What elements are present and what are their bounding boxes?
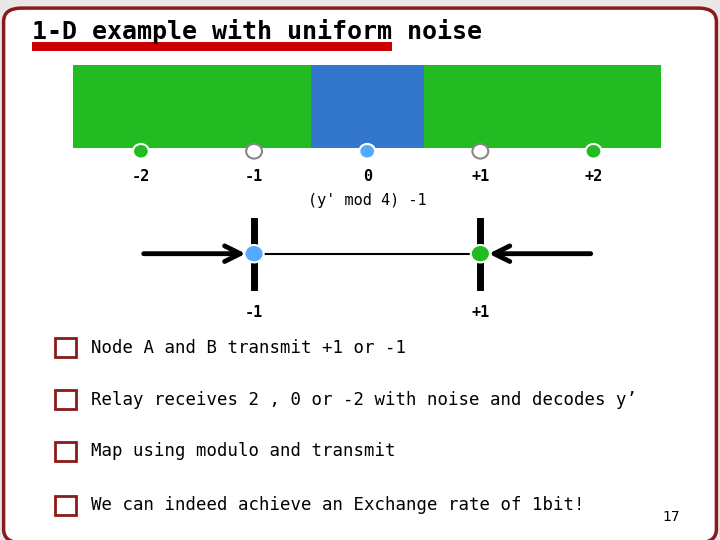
- Text: We can indeed achieve an Exchange rate of 1bit!: We can indeed achieve an Exchange rate o…: [91, 496, 585, 515]
- Bar: [55, 390, 76, 409]
- Text: 1-D example with uniform noise: 1-D example with uniform noise: [32, 19, 482, 44]
- Circle shape: [133, 144, 149, 159]
- Text: Relay receives 2 , 0 or -2 with noise and decodes y’: Relay receives 2 , 0 or -2 with noise an…: [91, 390, 637, 409]
- Text: -2: -2: [132, 169, 150, 184]
- Bar: [55, 442, 76, 461]
- Text: +1: +1: [471, 169, 490, 184]
- Text: +1: +1: [471, 305, 490, 320]
- Circle shape: [471, 245, 490, 262]
- Text: (y' mod 4) -1: (y' mod 4) -1: [308, 193, 426, 208]
- Bar: [310, 65, 424, 148]
- Text: Node A and B transmit +1 or -1: Node A and B transmit +1 or -1: [91, 339, 406, 357]
- Circle shape: [359, 144, 375, 159]
- Text: -1: -1: [245, 305, 264, 320]
- Bar: [55, 338, 76, 357]
- Circle shape: [472, 144, 488, 159]
- Text: +2: +2: [585, 169, 603, 184]
- Bar: [73, 65, 310, 148]
- Text: 0: 0: [363, 169, 372, 184]
- Bar: [424, 65, 662, 148]
- Circle shape: [245, 245, 264, 262]
- Text: 17: 17: [663, 510, 680, 524]
- Text: Map using modulo and transmit: Map using modulo and transmit: [91, 442, 395, 461]
- Circle shape: [246, 144, 262, 159]
- Text: -1: -1: [245, 169, 264, 184]
- Circle shape: [585, 144, 601, 159]
- Bar: [55, 496, 76, 515]
